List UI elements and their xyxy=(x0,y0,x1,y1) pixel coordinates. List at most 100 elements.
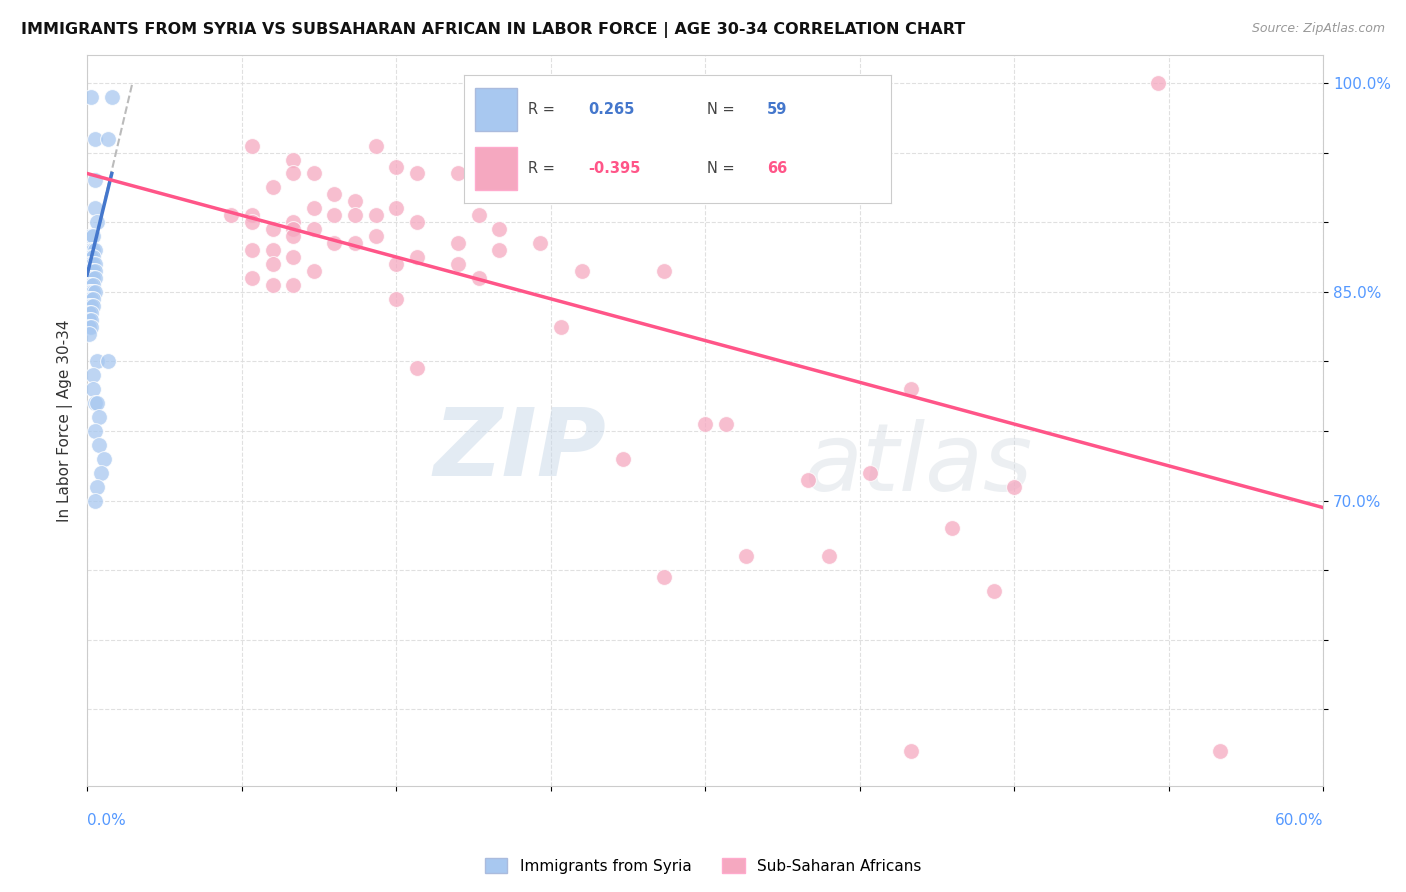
Y-axis label: In Labor Force | Age 30-34: In Labor Force | Age 30-34 xyxy=(58,319,73,522)
Point xyxy=(859,466,882,480)
Point xyxy=(323,236,346,251)
Point xyxy=(447,257,470,271)
Point xyxy=(281,229,304,244)
Point xyxy=(302,166,325,180)
Point xyxy=(77,319,100,334)
Point xyxy=(385,257,408,271)
Point xyxy=(80,250,103,264)
Point xyxy=(77,271,100,285)
Point xyxy=(84,271,107,285)
Point xyxy=(1209,744,1232,758)
Point xyxy=(77,257,100,271)
Point xyxy=(983,584,1005,599)
Point xyxy=(86,354,108,368)
Point xyxy=(77,312,100,326)
Text: IMMIGRANTS FROM SYRIA VS SUBSAHARAN AFRICAN IN LABOR FORCE | AGE 30-34 CORRELATI: IMMIGRANTS FROM SYRIA VS SUBSAHARAN AFRI… xyxy=(21,22,966,38)
Point xyxy=(80,90,103,104)
Point xyxy=(77,285,100,299)
Point xyxy=(900,744,922,758)
Point xyxy=(550,319,572,334)
Point xyxy=(817,549,839,564)
Point xyxy=(77,264,100,278)
Point xyxy=(82,277,104,292)
Point xyxy=(89,410,111,425)
Point xyxy=(80,277,103,292)
Text: atlas: atlas xyxy=(804,419,1032,510)
Point xyxy=(93,451,115,466)
Legend: Immigrants from Syria, Sub-Saharan Africans: Immigrants from Syria, Sub-Saharan Afric… xyxy=(478,852,928,880)
Point xyxy=(90,466,112,480)
Point xyxy=(385,202,408,216)
Point xyxy=(86,480,108,494)
Point xyxy=(80,306,103,320)
Text: 60.0%: 60.0% xyxy=(1275,813,1323,828)
Point xyxy=(77,326,100,341)
Point xyxy=(80,271,103,285)
Point xyxy=(941,521,963,535)
Point xyxy=(84,396,107,410)
Point xyxy=(77,292,100,306)
Point xyxy=(281,277,304,292)
Point xyxy=(84,257,107,271)
Point xyxy=(343,194,366,209)
Point xyxy=(262,222,284,236)
Point xyxy=(447,236,470,251)
Point xyxy=(82,292,104,306)
Point xyxy=(364,229,387,244)
Point xyxy=(86,215,108,229)
Point xyxy=(302,222,325,236)
Point xyxy=(652,264,675,278)
Point xyxy=(364,138,387,153)
Text: 0.0%: 0.0% xyxy=(87,813,125,828)
Point xyxy=(84,243,107,257)
Point xyxy=(84,493,107,508)
Point xyxy=(240,243,263,257)
Point xyxy=(77,306,100,320)
Point xyxy=(240,271,263,285)
Point xyxy=(405,166,427,180)
Point xyxy=(80,299,103,313)
Point xyxy=(101,90,124,104)
Point xyxy=(262,257,284,271)
Point xyxy=(281,250,304,264)
Point xyxy=(82,264,104,278)
Point xyxy=(82,285,104,299)
Point xyxy=(80,243,103,257)
Point xyxy=(80,229,103,244)
Point xyxy=(281,222,304,236)
Point xyxy=(343,236,366,251)
Point xyxy=(467,208,489,222)
Point xyxy=(240,215,263,229)
Point xyxy=(84,131,107,145)
Point xyxy=(262,277,284,292)
Point xyxy=(900,382,922,396)
Text: Source: ZipAtlas.com: Source: ZipAtlas.com xyxy=(1251,22,1385,36)
Point xyxy=(82,368,104,383)
Point xyxy=(323,187,346,202)
Point xyxy=(97,131,120,145)
Point xyxy=(84,424,107,438)
Point xyxy=(84,202,107,216)
Point xyxy=(89,438,111,452)
Point xyxy=(80,257,103,271)
Point xyxy=(262,243,284,257)
Point xyxy=(82,229,104,244)
Point xyxy=(302,264,325,278)
Point xyxy=(714,417,737,431)
Point xyxy=(488,76,510,90)
Point xyxy=(77,299,100,313)
Point xyxy=(1002,480,1025,494)
Point xyxy=(405,361,427,376)
Point xyxy=(529,236,551,251)
Point xyxy=(364,208,387,222)
Point xyxy=(343,208,366,222)
Point xyxy=(405,215,427,229)
Point xyxy=(262,180,284,194)
Point xyxy=(84,264,107,278)
Point xyxy=(240,208,263,222)
Text: ZIP: ZIP xyxy=(433,404,606,496)
Point xyxy=(405,250,427,264)
Point xyxy=(695,417,717,431)
Point xyxy=(80,285,103,299)
Point xyxy=(82,257,104,271)
